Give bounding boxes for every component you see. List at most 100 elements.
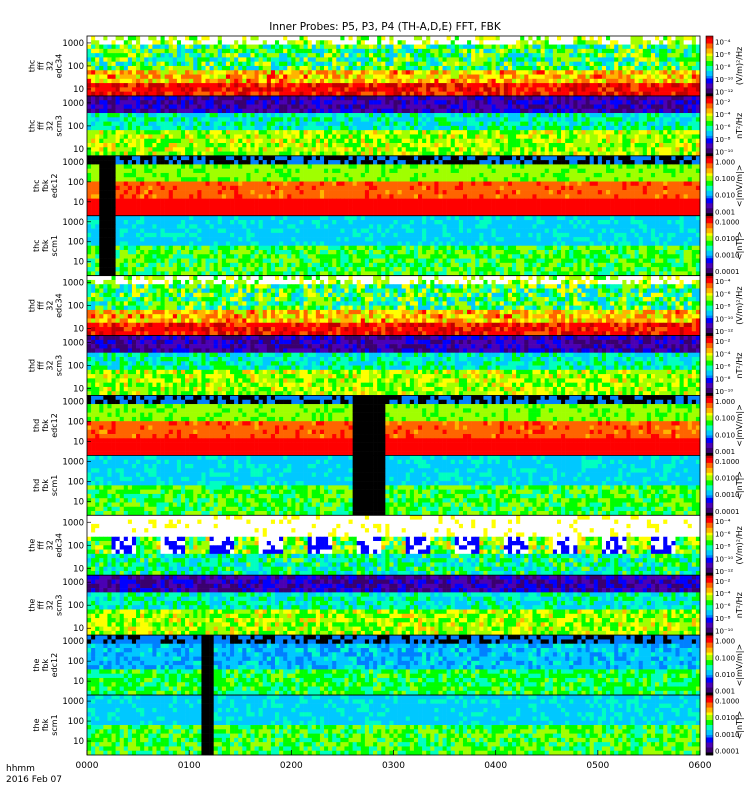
spectrogram-cell <box>377 87 381 92</box>
spectrogram-cell <box>144 40 148 45</box>
spectrogram-cell <box>545 143 549 148</box>
spectrogram-cell <box>553 113 557 118</box>
spectrogram-cell <box>373 87 377 92</box>
spectrogram-cell <box>500 53 504 58</box>
spectrogram-cell <box>524 164 528 169</box>
spectrogram-cell <box>226 53 230 58</box>
spectrogram-cell <box>365 62 369 67</box>
spectrogram-cell <box>165 70 169 75</box>
spectrogram-cell <box>246 62 250 67</box>
spectrogram-cell <box>692 75 696 80</box>
spectrogram-cell <box>234 160 238 165</box>
spectrogram-cell <box>381 40 385 45</box>
spectrogram-cell <box>639 75 643 80</box>
spectrogram-cell <box>394 156 398 161</box>
spectrogram-cell <box>308 130 312 135</box>
spectrogram-cell <box>647 40 651 45</box>
spectrogram-cell <box>606 113 610 118</box>
spectrogram-cell <box>581 57 585 62</box>
spectrogram-cell <box>541 53 545 58</box>
spectrogram-cell <box>459 57 463 62</box>
spectrogram-cell <box>99 173 103 178</box>
spectrogram-cell <box>332 160 336 165</box>
spectrogram-cell <box>545 109 549 114</box>
spectrogram-cell <box>369 66 373 71</box>
spectrogram-cell <box>267 100 271 105</box>
spectrogram-cell <box>357 36 361 41</box>
spectrogram-cell <box>373 164 377 169</box>
colorbar-segment <box>706 111 713 114</box>
spectrogram-cell <box>655 126 659 131</box>
spectrogram-cell <box>381 122 385 127</box>
spectrogram-cell <box>573 109 577 114</box>
spectrogram-cell <box>524 70 528 75</box>
spectrogram-cell <box>349 139 353 144</box>
spectrogram-cell <box>312 53 316 58</box>
spectrogram-cell <box>614 100 618 105</box>
spectrogram-cell <box>471 147 475 152</box>
spectrogram-cell <box>165 79 169 84</box>
spectrogram-cell <box>234 49 238 54</box>
spectrogram-cell <box>598 134 602 139</box>
spectrogram-cell <box>496 83 500 88</box>
spectrogram-cell <box>508 45 512 50</box>
spectrogram-cell <box>116 100 120 105</box>
spectrogram-cell <box>328 169 332 174</box>
spectrogram-cell <box>201 143 205 148</box>
spectrogram-cell <box>336 160 340 165</box>
spectrogram-cell <box>639 104 643 109</box>
spectrogram-cell <box>381 96 385 101</box>
spectrogram-cell <box>606 147 610 152</box>
spectrogram-cell <box>402 109 406 114</box>
spectrogram-cell <box>680 109 684 114</box>
spectrogram-cell <box>312 75 316 80</box>
spectrogram-cell <box>455 104 459 109</box>
spectrogram-cell <box>148 100 152 105</box>
spectrogram-cell <box>332 164 336 169</box>
spectrogram-cell <box>124 87 128 92</box>
spectrogram-cell <box>667 143 671 148</box>
spectrogram-cell <box>316 45 320 50</box>
spectrogram-cell <box>361 66 365 71</box>
colorbar-segment <box>706 131 713 134</box>
spectrogram-cell <box>112 104 116 109</box>
spectrogram-cell <box>357 70 361 75</box>
spectrogram-cell <box>557 66 561 71</box>
spectrogram-cell <box>369 126 373 131</box>
colorbar-segment <box>706 118 713 121</box>
spectrogram-cell <box>504 126 508 131</box>
spectrogram-cell <box>107 173 111 178</box>
spectrogram-cell <box>349 36 353 41</box>
spectrogram-cell <box>479 66 483 71</box>
spectrogram-cell <box>532 156 536 161</box>
spectrogram-cell <box>504 156 508 161</box>
spectrogram-cell <box>524 147 528 152</box>
spectrogram-cell <box>91 126 95 131</box>
spectrogram-cell <box>655 49 659 54</box>
spectrogram-cell <box>573 70 577 75</box>
spectrogram-cell <box>373 117 377 122</box>
spectrogram-cell <box>528 96 532 101</box>
spectrogram-cell <box>545 66 549 71</box>
spectrogram-cell <box>688 49 692 54</box>
spectrogram-cell <box>112 126 116 131</box>
spectrogram-cell <box>651 104 655 109</box>
spectrogram-cell <box>218 57 222 62</box>
spectrogram-cell <box>549 70 553 75</box>
spectrogram-cell <box>553 45 557 50</box>
spectrogram-cell <box>230 40 234 45</box>
spectrogram-cell <box>512 126 516 131</box>
spectrogram-cell <box>483 130 487 135</box>
spectrogram-cell <box>479 122 483 127</box>
spectrogram-cell <box>312 40 316 45</box>
spectrogram-cell <box>618 126 622 131</box>
spectrogram-cell <box>377 66 381 71</box>
spectrogram-cell <box>328 117 332 122</box>
spectrogram-cell <box>336 126 340 131</box>
spectrogram-cell <box>557 100 561 105</box>
spectrogram-cell <box>680 117 684 122</box>
spectrogram-cell <box>410 104 414 109</box>
spectrogram-cell <box>99 109 103 114</box>
spectrogram-cell <box>206 173 210 178</box>
spectrogram-cell <box>267 45 271 50</box>
